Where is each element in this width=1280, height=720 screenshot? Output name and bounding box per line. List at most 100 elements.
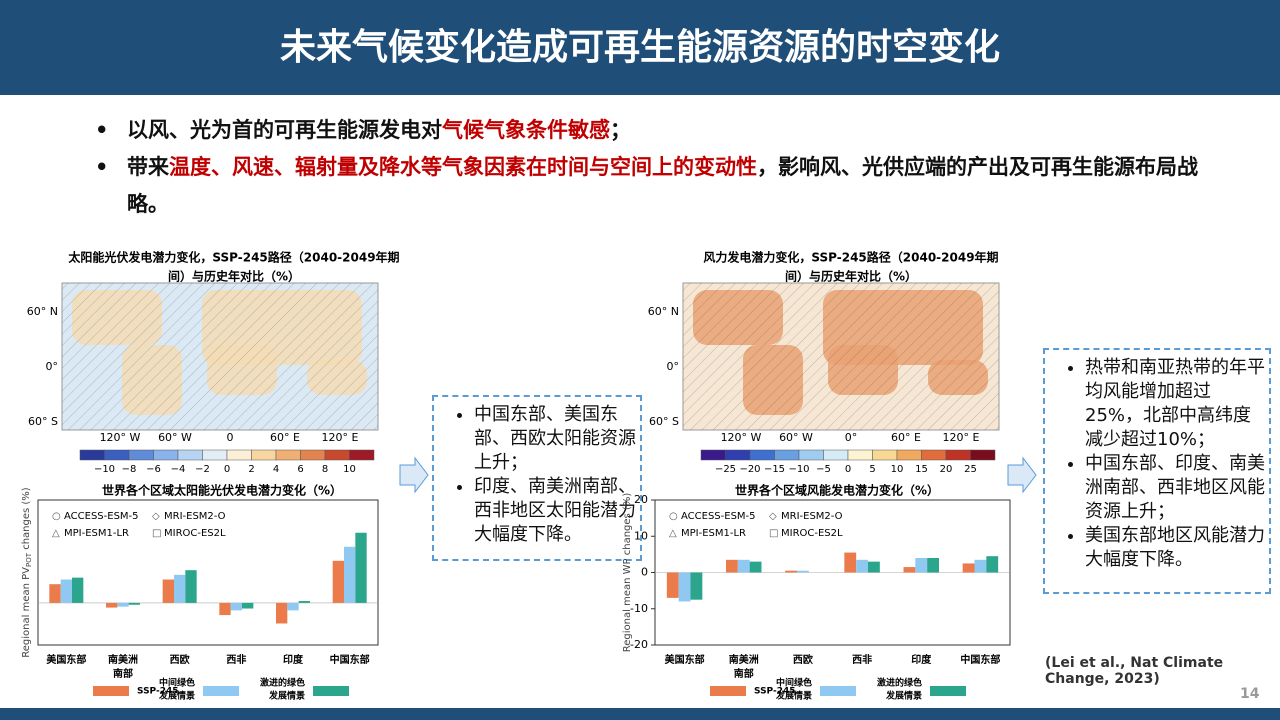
legend-swatch	[820, 686, 856, 696]
legend-label: 发展情景	[775, 690, 812, 702]
x-tick-label: 美国东部	[46, 653, 86, 666]
x-tick-label: 中国东部	[330, 653, 370, 666]
model-label: MIROC-ES2L	[781, 528, 843, 539]
bar	[219, 602, 231, 616]
chart-title: 世界各个区域风能发电潜力变化（%）	[735, 483, 939, 498]
lon-label: 120° W	[721, 431, 762, 444]
colorbar-cell	[823, 449, 849, 461]
x-tick-label: 印度	[911, 653, 932, 666]
map-title: 风力发电潜力变化，SSP-245路径（2040-2049年期	[703, 250, 998, 265]
x-tick-label: 中国东部	[960, 653, 1000, 666]
colorbar-cell	[226, 449, 252, 461]
colorbar-cell	[700, 449, 726, 461]
colorbar-cell	[104, 449, 130, 461]
bullet: 带来温度、风速、辐射量及降水等气象因素在时间与空间上的变动性，影响风、光供应端的…	[95, 149, 1235, 223]
x-tick-label: 南美洲	[108, 653, 138, 666]
colorbar-cell	[970, 449, 996, 461]
bar	[844, 552, 857, 573]
colorbar-label: −20	[739, 464, 760, 475]
land	[202, 290, 362, 365]
note-item: 中国东部、印度、南美洲南部、西非地区风能资源上升；	[1085, 452, 1265, 524]
model-symbol: □	[769, 528, 778, 539]
bar	[117, 602, 129, 607]
legend-swatch	[203, 686, 239, 696]
note-item: 中国东部、美国东部、西欧太阳能资源上升；	[474, 403, 636, 475]
bar	[298, 601, 310, 603]
note-box: 中国东部、美国东部、西欧太阳能资源上升；印度、南美洲南部、西非地区太阳能潜力大幅…	[432, 395, 642, 561]
bar	[974, 559, 987, 573]
colorbar-label: −25	[715, 464, 736, 475]
model-label: ACCESS-ESM-5	[681, 511, 756, 522]
model-label: ACCESS-ESM-5	[64, 511, 139, 522]
arrow	[1007, 456, 1037, 494]
bar	[785, 570, 797, 573]
land	[693, 290, 783, 345]
footer-bar	[0, 708, 1280, 720]
hatching	[683, 283, 999, 430]
colorbar-label: 10	[891, 464, 904, 475]
bar	[49, 584, 61, 603]
colorbar-label: 25	[964, 464, 977, 475]
bar	[726, 559, 738, 573]
y-axis-label-part: Regional mean PV	[21, 567, 32, 658]
bar	[128, 602, 140, 605]
lat-label: 60° S	[28, 415, 58, 428]
colorbar-cell	[251, 449, 277, 461]
x-tick-label: 西非	[226, 653, 246, 666]
colorbar-cell	[725, 449, 751, 461]
chart-title: 世界各个区域太阳能光伏发电潜力变化（%）	[102, 483, 342, 498]
bar	[344, 546, 356, 603]
arrow	[399, 456, 429, 494]
lon-label: 120° E	[943, 431, 980, 444]
colorbar-cell	[349, 449, 375, 461]
note-box: 热带和南亚热带的年平均风能增加超过25%，北部中高纬度减少超过10%；中国东部、…	[1043, 348, 1271, 594]
x-tick-label: 南部	[113, 667, 133, 680]
bar	[106, 602, 118, 608]
colorbar-label: −5	[816, 464, 831, 475]
legend-label: 中间绿色	[776, 677, 812, 689]
bar	[962, 563, 975, 573]
legend-label: 发展情景	[885, 690, 922, 702]
bullet-text: ；	[610, 118, 631, 142]
x-tick-label: 印度	[283, 653, 304, 666]
colorbar-cell	[896, 449, 922, 461]
legend-label: 中间绿色	[159, 677, 195, 689]
bar	[666, 572, 679, 598]
x-tick-label: 西欧	[170, 653, 190, 666]
colorbar-label: −6	[146, 464, 161, 475]
title: 未来气候变化造成可再生能源资源的时空变化	[279, 27, 1000, 68]
colorbar-cell	[300, 449, 326, 461]
bar	[60, 579, 72, 603]
land	[307, 360, 367, 395]
map-frame	[61, 282, 379, 431]
note-list: 中国东部、美国东部、西欧太阳能资源上升；印度、南美洲南部、西非地区太阳能潜力大幅…	[434, 403, 636, 547]
lon-label: 0°	[845, 431, 858, 444]
legend-label: 激进的绿色	[877, 677, 922, 689]
colorbar-label: 5	[869, 464, 875, 475]
map-title: 间）与历史年对比（%）	[785, 269, 917, 284]
model-label: MRI-ESM2-O	[164, 511, 226, 522]
legend-label: 激进的绿色	[260, 677, 305, 689]
y-tick-label: -10	[630, 602, 648, 615]
colorbar-label: 8	[322, 464, 328, 475]
hatching	[62, 283, 378, 430]
colorbar-cell	[774, 449, 800, 461]
bar	[174, 574, 186, 603]
land	[72, 290, 162, 345]
legend-swatch	[93, 686, 129, 696]
y-axis-label: Regional mean PVPOT changes (%)	[21, 487, 33, 658]
legend-swatch	[710, 686, 746, 696]
land	[122, 345, 182, 415]
bar	[185, 570, 197, 603]
colorbar-cell	[945, 449, 971, 461]
legend-label: 发展情景	[158, 690, 195, 702]
map-frame	[682, 282, 1000, 431]
bar	[678, 572, 691, 602]
map-title: 间）与历史年对比（%）	[168, 269, 300, 284]
bar	[230, 602, 242, 611]
model-symbol: ○	[669, 511, 678, 522]
page-number: 14	[1240, 686, 1260, 702]
bullet-text: 带来	[127, 155, 169, 179]
colorbar-label: −10	[94, 464, 115, 475]
